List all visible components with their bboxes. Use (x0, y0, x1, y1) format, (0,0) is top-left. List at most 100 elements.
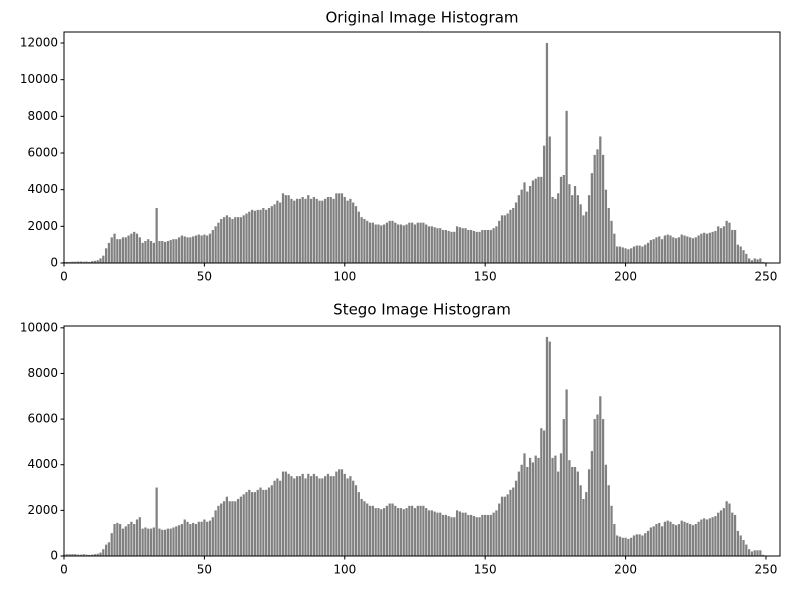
bar (506, 494, 509, 556)
bar (537, 176, 540, 263)
bar (700, 233, 703, 263)
bar (104, 544, 108, 556)
x-tick-label: 50 (197, 270, 212, 284)
bar (433, 227, 436, 263)
bar (495, 510, 498, 556)
bar (279, 202, 282, 263)
bar (517, 195, 520, 263)
bar (534, 178, 537, 263)
bar (672, 237, 675, 263)
bar (565, 110, 568, 263)
bar (189, 237, 192, 263)
bar (630, 537, 633, 556)
bar (256, 489, 259, 556)
bar (663, 521, 667, 556)
bar (326, 197, 330, 263)
bar (697, 521, 700, 556)
bar (523, 182, 526, 263)
bar (596, 149, 599, 263)
bar (425, 508, 428, 556)
bar (458, 511, 462, 556)
y-tick-label: 2000 (27, 503, 58, 517)
bar (76, 261, 80, 263)
bar (638, 245, 641, 263)
bar (422, 505, 425, 556)
bar (722, 226, 725, 263)
bar (416, 222, 419, 263)
bar (453, 231, 456, 263)
bar (231, 219, 234, 263)
bar (587, 195, 591, 263)
bar (520, 189, 523, 263)
bar (759, 258, 762, 263)
bar (509, 209, 512, 263)
bar (562, 175, 565, 263)
bar (419, 505, 422, 556)
bar (161, 241, 164, 263)
bar (298, 198, 301, 263)
bar (683, 521, 686, 556)
bar (270, 485, 273, 556)
bar (616, 535, 619, 556)
bar (307, 195, 310, 263)
bar (65, 554, 68, 556)
bar (309, 476, 313, 556)
bar (295, 198, 299, 263)
bar (71, 554, 74, 556)
bar (750, 551, 754, 556)
bar (646, 242, 650, 263)
bar (284, 471, 287, 556)
bar (450, 517, 453, 556)
bar (604, 464, 608, 556)
bar (455, 226, 459, 263)
bar (228, 217, 231, 263)
bar (380, 509, 383, 556)
bar (368, 222, 372, 263)
bar (646, 530, 650, 556)
bar (259, 487, 262, 556)
bar (377, 224, 380, 263)
bar (652, 239, 655, 263)
bar (565, 389, 568, 556)
bar (147, 239, 150, 263)
bar (273, 480, 276, 556)
bar (332, 198, 335, 263)
bar (301, 473, 304, 556)
bar (548, 341, 551, 556)
bar (604, 189, 608, 263)
bar (138, 237, 141, 263)
bar (498, 503, 501, 556)
bar (705, 519, 709, 556)
bar (332, 476, 335, 556)
bar (186, 521, 189, 556)
bar (192, 522, 195, 556)
bar (130, 233, 133, 263)
bar (585, 211, 588, 263)
bar (717, 226, 720, 263)
bar (733, 514, 737, 556)
bar (141, 528, 144, 556)
y-tick-label: 0 (50, 256, 58, 270)
bar (175, 239, 178, 263)
bar (374, 508, 377, 556)
y-tick-label: 6000 (27, 146, 58, 160)
bar (248, 211, 251, 263)
bar (399, 224, 403, 263)
bar (273, 204, 276, 263)
bar (312, 197, 316, 263)
bar (554, 198, 557, 263)
bar (397, 224, 400, 263)
bar (340, 469, 344, 556)
bar (576, 195, 579, 263)
bar (385, 222, 389, 263)
bar (402, 509, 405, 556)
bar (753, 550, 756, 556)
y-tick-label: 12000 (20, 36, 58, 50)
bar (686, 236, 689, 263)
bar (635, 534, 638, 556)
bar (206, 235, 209, 263)
bar (281, 193, 285, 263)
bar (186, 237, 189, 263)
bar (674, 238, 678, 263)
